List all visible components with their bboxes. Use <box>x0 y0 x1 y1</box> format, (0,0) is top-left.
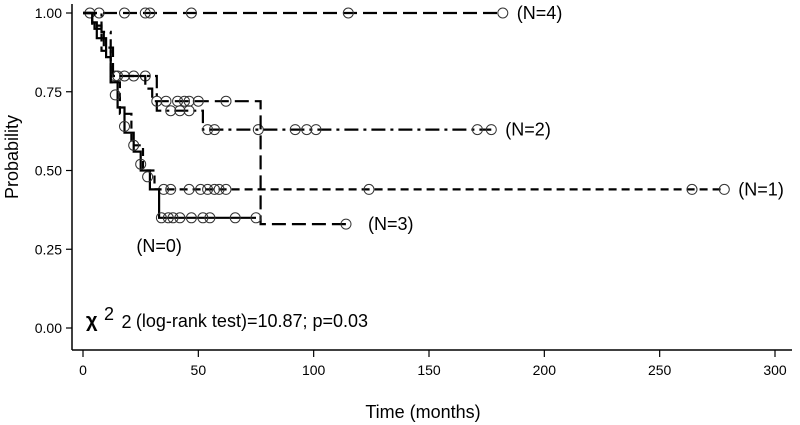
censor-mark <box>119 7 130 19</box>
censor-mark <box>183 95 195 107</box>
censor-mark <box>289 124 301 136</box>
censor-mark <box>162 212 174 224</box>
censor-mark <box>229 212 241 224</box>
x-tick-label: 150 <box>417 362 441 378</box>
ticks-layer: 0 50 100 150 200 250 300 0.00 0.25 0.50 0.75 1.00 <box>35 5 787 378</box>
censor-mark <box>252 124 264 136</box>
censor-mark <box>195 183 207 195</box>
chi-superscript: 2 <box>104 304 114 324</box>
censor-mark <box>119 120 130 132</box>
series-label: (N=3) <box>368 214 414 234</box>
y-tick-label: 0.50 <box>35 163 62 179</box>
survival-curve <box>83 11 256 219</box>
censor-mark <box>165 105 177 117</box>
y-axis-title: Probability <box>2 115 22 199</box>
x-axis-title: Time (months) <box>365 402 480 422</box>
censor-mark <box>342 7 354 19</box>
x-tick-label: 0 <box>79 362 87 378</box>
y-tick-label: 0.00 <box>35 320 62 336</box>
censor-mark <box>155 212 167 224</box>
censor-mark <box>250 212 262 224</box>
x-tick-label: 200 <box>533 362 557 378</box>
censor-mark <box>185 7 197 19</box>
censor-mark <box>213 183 225 195</box>
x-tick-label: 300 <box>763 362 787 378</box>
censor-mark <box>179 95 190 107</box>
censor-mark <box>497 7 509 19</box>
censor-mark <box>109 89 121 101</box>
censor-mark <box>197 212 209 224</box>
series-labels: (N=4) (N=2) (N=1) (N=3) (N=0) <box>136 3 783 256</box>
censor-mark <box>167 212 179 224</box>
censor-mark <box>144 7 156 19</box>
x-tick-label: 250 <box>648 362 672 378</box>
censor-mark <box>220 95 232 107</box>
censor-mark <box>139 7 151 19</box>
censor-mark <box>165 183 177 195</box>
censor-mark <box>142 171 154 183</box>
censor-mark <box>363 183 375 195</box>
series-layer <box>83 7 730 230</box>
censor-mark <box>718 183 730 195</box>
series-label: (N=4) <box>517 3 563 23</box>
log-rank-annotation: χ 2 2 (log-rank test)=10.87; p=0.03 <box>86 304 368 332</box>
y-tick-label: 0.75 <box>35 84 62 100</box>
censor-mark <box>209 183 220 195</box>
censor-mark <box>183 183 195 195</box>
censor-mark <box>209 124 220 136</box>
censor-mark <box>112 70 124 82</box>
censor-mark <box>135 158 147 170</box>
censor-mark <box>310 124 322 136</box>
censor-mark <box>204 212 216 224</box>
censor-mark <box>172 95 184 107</box>
censor-mark <box>160 95 172 107</box>
censor-mark <box>185 212 197 224</box>
chi-subscript: 2 <box>121 312 131 332</box>
censor-mark <box>340 218 352 230</box>
censor-mark <box>128 139 140 151</box>
y-tick-label: 0.25 <box>35 241 62 257</box>
survival-curve <box>83 11 346 226</box>
censor-mark <box>202 124 214 136</box>
x-tick-label: 50 <box>191 362 207 378</box>
axes <box>71 4 792 351</box>
log-rank-result: (log-rank test)=10.87; p=0.03 <box>136 311 368 331</box>
x-tick-label: 100 <box>302 362 326 378</box>
censor-mark <box>202 183 214 195</box>
censor-mark <box>151 95 163 107</box>
y-tick-label: 1.00 <box>35 5 62 21</box>
censor-mark <box>301 124 313 136</box>
censor-mark <box>192 95 204 107</box>
censor-mark <box>471 124 483 136</box>
censor-mark <box>485 124 497 136</box>
series-label: (N=1) <box>738 179 784 199</box>
chi-symbol: χ <box>86 310 98 332</box>
series-label: (N=2) <box>505 120 551 140</box>
censor-mark <box>686 183 698 195</box>
series-label: (N=0) <box>136 236 182 256</box>
censor-mark <box>220 183 232 195</box>
censor-mark <box>174 212 186 224</box>
